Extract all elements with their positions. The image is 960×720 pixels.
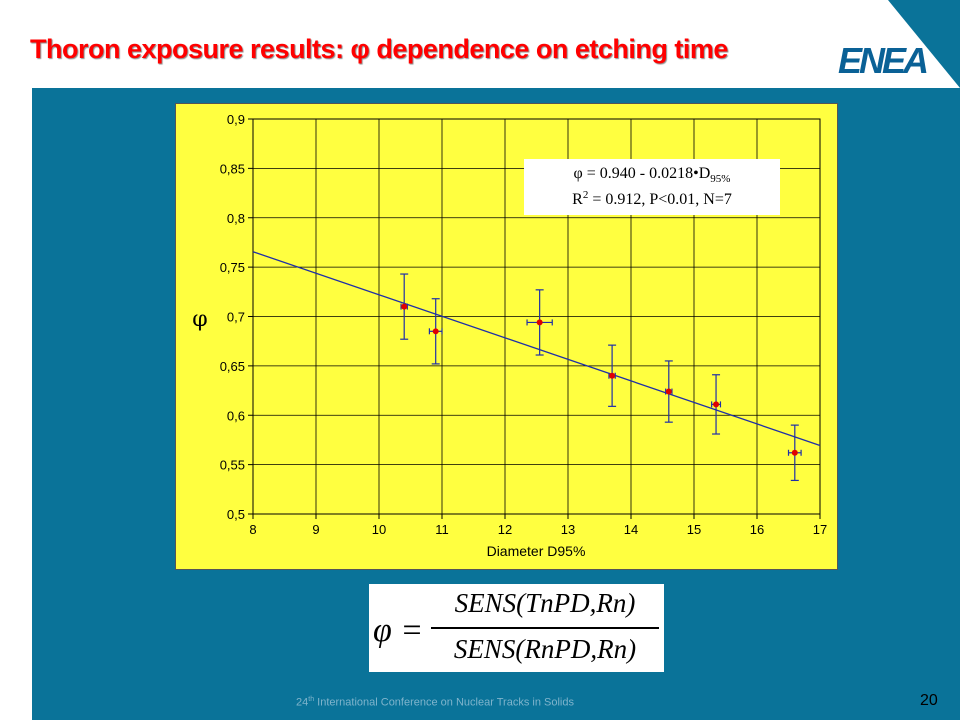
x-tick-label: 10 <box>372 522 386 537</box>
fit-statistics: R2 = 0.912, P<0.01, N=7 <box>572 189 732 208</box>
y-tick-label: 0,85 <box>220 161 245 176</box>
formula-denominator: SENS(RnPD,Rn) <box>453 634 637 664</box>
scatter-chart: 8 9 10 11 12 13 14 15 16 17 0,5 0,55 0,6 0,65 0,7 0,75 0… <box>192 112 828 559</box>
corner-triangle <box>888 0 960 88</box>
data-point <box>787 424 802 482</box>
x-axis-label: Diameter D95% <box>487 543 586 559</box>
x-tick-label: 17 <box>813 522 827 537</box>
y-tick-label: 0,8 <box>227 211 245 226</box>
y-tick-label: 0,65 <box>220 359 245 374</box>
x-tick-label: 9 <box>312 522 319 537</box>
fit-equation: φ = 0.940 - 0.0218•D95% <box>574 165 731 185</box>
fit-stat-r: R <box>572 191 583 208</box>
fit-stat-rest: = 0.912, P<0.01, N=7 <box>588 191 732 208</box>
point-marker <box>713 401 720 408</box>
fit-stat-superscript: 2 <box>583 189 589 201</box>
plot-area-border <box>252 118 821 515</box>
y-tick-label: 0,55 <box>220 458 245 473</box>
y-tick-label: 0,9 <box>227 112 245 127</box>
y-tick-label: 0,75 <box>220 260 245 275</box>
enea-logo: ENEA <box>838 40 929 81</box>
x-tick-label: 16 <box>750 522 764 537</box>
point-marker <box>401 303 408 310</box>
point-marker <box>432 328 439 335</box>
footer-ordinal-suffix: th <box>308 696 315 703</box>
footer-conference: International Conference on Nuclear Trac… <box>314 696 574 709</box>
x-tick-label: 13 <box>561 522 575 537</box>
point-marker <box>791 449 798 456</box>
fit-equation-main: φ = 0.940 - 0.0218•D <box>574 165 711 182</box>
formula-lhs: φ = <box>373 612 424 649</box>
x-tick-label: 15 <box>687 522 701 537</box>
data-point <box>400 273 409 340</box>
y-tick-label: 0,5 <box>227 507 245 522</box>
phi-definition-formula: φ = SENS(TnPD,Rn) SENS(RnPD,Rn) <box>369 584 664 672</box>
formula-numerator: SENS(TnPD,Rn) <box>454 588 636 618</box>
fit-line <box>252 251 821 447</box>
point-marker <box>609 372 616 379</box>
point-marker <box>536 319 543 326</box>
data-point <box>526 289 553 356</box>
fit-line-group <box>252 251 821 447</box>
page-number: 20 <box>920 692 938 709</box>
data-point <box>608 344 617 407</box>
formula-fraction-bar <box>431 627 659 629</box>
y-axis-label: φ <box>192 307 207 332</box>
chart-frame: 8 9 10 11 12 13 14 15 16 17 0,5 0,55 0,6 0,65 0,7 0,75 0… <box>175 103 838 570</box>
x-tick-label: 12 <box>498 522 512 537</box>
data-point <box>428 298 443 365</box>
fit-annotation-box <box>524 159 780 215</box>
data-points <box>400 273 802 482</box>
data-point <box>664 360 673 423</box>
x-tick-label: 11 <box>435 522 449 537</box>
y-tick-label: 0,6 <box>227 408 245 423</box>
x-tick-label: 8 <box>249 522 256 537</box>
point-marker <box>665 388 672 395</box>
fit-equation-subscript: 95% <box>710 173 730 185</box>
y-tick-label: 0,7 <box>227 310 245 325</box>
footer-ordinal: 24 <box>296 696 309 709</box>
footer-text: 24th International Conference on Nuclear… <box>296 696 574 709</box>
slide-title: Thoron exposure results: φ dependence on… <box>30 34 728 64</box>
data-point <box>711 374 722 435</box>
x-tick-label: 14 <box>624 522 638 537</box>
tick-labels: 8 9 10 11 12 13 14 15 16 17 0,5 0,55 0,6 0,65 0,7 0,75 0… <box>220 112 828 537</box>
